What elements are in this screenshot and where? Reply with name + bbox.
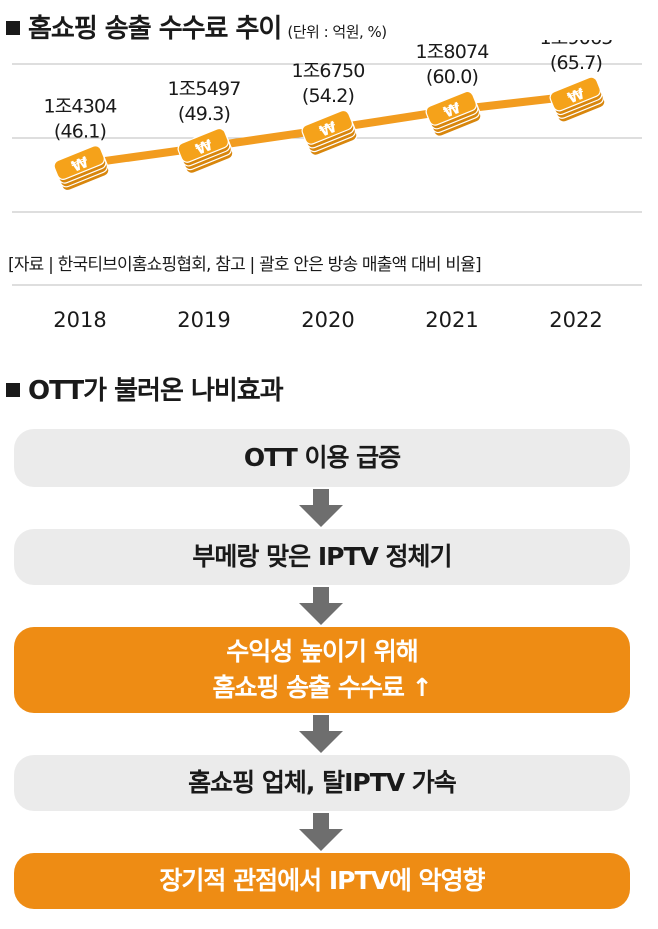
data-label-ratio: (65.7) xyxy=(550,52,602,74)
won-icon: ₩ xyxy=(69,153,92,176)
coin-stack-marker: ₩ xyxy=(549,76,606,123)
x-tick-label: 2020 xyxy=(301,308,354,332)
data-label-amount: 1조4304 xyxy=(43,95,117,117)
flow-step-text: 수익성 높이기 위해 xyxy=(226,637,418,666)
flow-step-text: 홈쇼핑 업체, 탈IPTV 가속 xyxy=(188,768,457,797)
coin-stack-marker: ₩ xyxy=(301,109,358,156)
flow-step-leave-iptv: 홈쇼핑 업체, 탈IPTV 가속 xyxy=(14,755,630,811)
flow-step-text: 홈쇼핑 송출 수수료 ↑ xyxy=(212,673,432,702)
x-tick-label: 2019 xyxy=(177,308,230,332)
flow-step-text: 부메랑 맞은 IPTV 정체기 xyxy=(192,542,452,571)
chart-title: 홈쇼핑 송출 수수료 추이 (단위 : 억원, %) xyxy=(6,8,387,45)
down-arrow-icon xyxy=(299,587,343,625)
data-label-ratio: (54.2) xyxy=(302,85,354,107)
fee-trend-chart: ₩1조4304 (46.1) ₩1조5497 (49.3) ₩1조6750 (54.2) ₩… xyxy=(12,40,642,332)
won-icon: ₩ xyxy=(441,99,464,122)
won-icon: ₩ xyxy=(193,136,216,159)
data-label-ratio: (46.1) xyxy=(54,120,106,142)
x-tick-label: 2022 xyxy=(549,308,602,332)
flow-step-text: 장기적 관점에서 IPTV에 악영향 xyxy=(159,866,485,895)
x-tick-label: 2018 xyxy=(53,308,106,332)
flow-title-text: OTT가 불러온 나비효과 xyxy=(28,376,284,406)
flow-step-fee-increase: 수익성 높이기 위해 홈쇼핑 송출 수수료 ↑ xyxy=(14,627,630,713)
data-label-amount: 1조8074 xyxy=(415,41,489,63)
title-bullet xyxy=(6,21,20,35)
down-arrow-icon xyxy=(299,489,343,527)
down-arrow-icon xyxy=(299,813,343,851)
flow-step-iptv-stagnation: 부메랑 맞은 IPTV 정체기 xyxy=(14,529,630,585)
coin-stack-marker: ₩ xyxy=(177,127,234,174)
data-label-amount: 1조5497 xyxy=(167,78,240,100)
source-note: [자료 | 한국티브이홈쇼핑협회, 참고 | 괄호 안은 방송 매출액 대비 비… xyxy=(8,255,482,275)
flow-title: OTT가 불러온 나비효과 xyxy=(6,370,284,407)
flow-step-long-term-impact: 장기적 관점에서 IPTV에 악영향 xyxy=(14,853,630,909)
coin-stack-marker: ₩ xyxy=(425,90,482,137)
x-tick-label: 2021 xyxy=(425,308,478,332)
data-label-ratio: (60.0) xyxy=(426,66,478,88)
down-arrow-icon xyxy=(299,715,343,753)
data-label-ratio: (49.3) xyxy=(178,103,230,125)
won-icon: ₩ xyxy=(317,118,340,141)
chart-title-text: 홈쇼핑 송출 수수료 추이 xyxy=(28,14,282,44)
chart-unit: (단위 : 억원, %) xyxy=(287,23,387,41)
flow-step-ott-surge: OTT 이용 급증 xyxy=(14,429,630,487)
title-bullet xyxy=(6,383,20,397)
data-label-amount: 1조6750 xyxy=(291,60,364,82)
won-icon: ₩ xyxy=(565,84,588,107)
coin-stack-marker: ₩ xyxy=(53,145,110,192)
flow-step-text: OTT 이용 급증 xyxy=(243,443,401,472)
data-label-amount: 1조9065 xyxy=(539,40,612,49)
